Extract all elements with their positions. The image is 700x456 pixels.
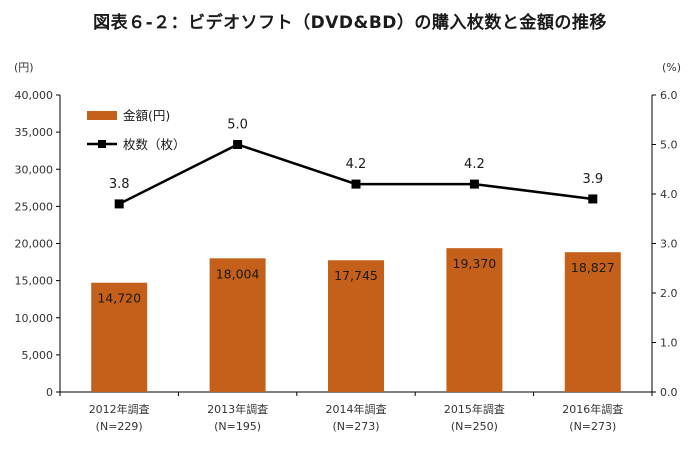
left-tick-label: 15,000 [15,275,54,288]
left-tick-label: 30,000 [15,163,54,176]
bar [209,258,266,392]
category-sublabel: (N=273) [569,420,616,433]
line-point [588,194,598,204]
category-label: 2013年調査 [207,402,268,416]
legend-line-label: 枚数（枚） [123,137,186,152]
left-axis-unit: (円) [14,61,34,74]
left-tick-label: 40,000 [15,89,54,102]
line-point-label: 3.9 [582,172,603,187]
left-tick-label: 35,000 [15,126,54,139]
right-tick-label: 2.0 [660,287,678,300]
line-point-label: 4.2 [346,157,367,172]
category-label: 2014年調査 [326,402,387,416]
bar-value-label: 14,720 [97,291,141,306]
left-tick-label: 20,000 [15,238,54,251]
bar-value-label: 17,745 [334,268,378,283]
legend-bar-label: 金額(円) [123,108,170,123]
category-sublabel: (N=195) [214,420,261,433]
legend: 金額(円) 枚数（枚） [87,108,186,152]
right-tick-label: 3.0 [660,238,678,251]
left-tick-label: 5,000 [22,349,54,362]
bar [564,252,621,392]
line-series: 3.8 5.0 4.2 4.2 3.9 [109,118,603,209]
right-tick-label: 0.0 [660,386,678,399]
category-label: 2016年調査 [562,402,623,416]
line-point [233,140,243,149]
right-tick-label: 6.0 [660,89,678,102]
line-point-label: 4.2 [464,157,485,172]
right-axis-unit: (%) [662,61,681,74]
line-point-label: 5.0 [227,118,248,133]
category-sublabel: (N=273) [332,420,379,433]
left-tick-label: 0 [46,386,53,399]
bar-value-label: 18,004 [216,266,260,281]
line-point-label: 3.8 [109,177,130,192]
line-point [351,179,361,189]
left-tick-label: 25,000 [15,200,54,213]
bar-value-label: 18,827 [571,260,615,275]
bar [91,282,148,392]
bar [446,248,503,392]
category-label: 2012年調査 [89,402,150,416]
right-tick-label: 4.0 [660,188,678,201]
right-tick-label: 5.0 [660,139,678,152]
category-label: 2015年調査 [444,402,505,416]
legend-bar-swatch [87,111,117,120]
series-line [118,143,593,206]
line-point [469,179,479,189]
category-sublabel: (N=229) [96,420,143,433]
left-axis-ticks: 0 5,000 10,000 15,000 20,000 25,000 30,000 35,0… [15,89,60,399]
bar [328,260,384,392]
category-sublabel: (N=250) [451,420,498,433]
bar-value-label: 19,370 [453,256,497,271]
left-tick-label: 10,000 [15,312,54,325]
category-labels: 2012年調査 (N=229) 2013年調査 (N=195) 2014年調査 (N=27… [59,392,653,433]
chart-title: 図表６-２：ビデオソフト（DVD&BD）の購入枚数と金額の推移 [93,13,607,33]
legend-line-marker [98,140,106,148]
bar-series [91,248,621,392]
right-axis-ticks: 0.0 1.0 2.0 3.0 4.0 5.0 6.0 [652,89,678,399]
right-tick-label: 1.0 [660,337,678,350]
line-point [114,199,124,209]
bar-value-labels: 14,720 18,004 17,745 19,370 18,827 [97,256,614,306]
